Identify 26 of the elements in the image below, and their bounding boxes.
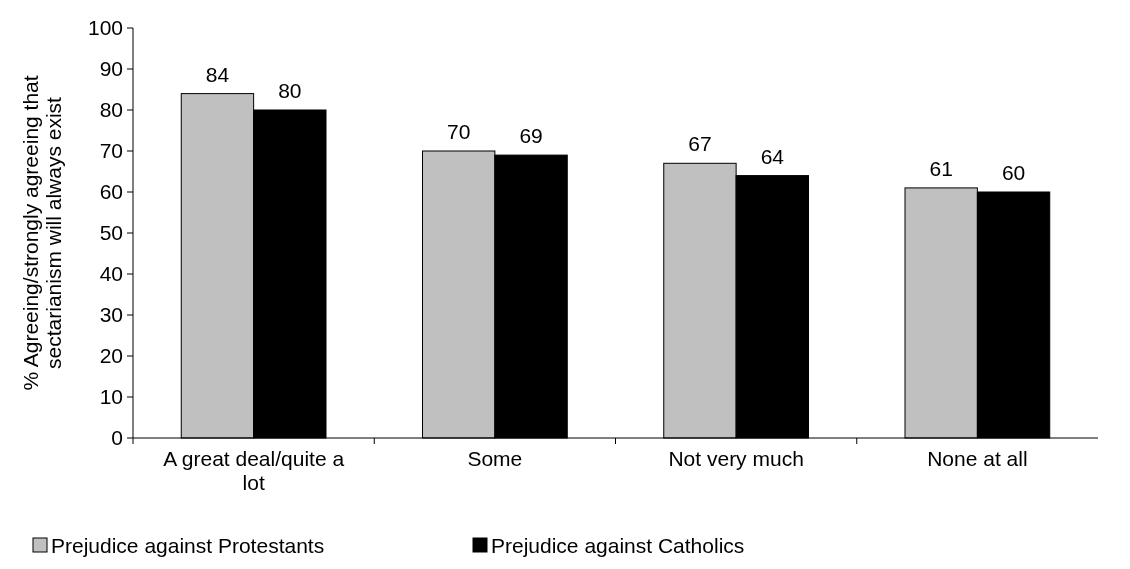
y-tick-label: 50 [99,221,123,245]
x-tick-label: None at all [927,447,1028,470]
y-tick-label: 0 [111,426,123,450]
data-label: 61 [929,156,953,180]
y-tick-label: 90 [99,57,123,81]
data-label: 60 [1001,161,1026,184]
y-tick-label: 60 [99,180,123,204]
y-tick-label: 40 [99,262,123,286]
data-label: 80 [278,79,302,102]
x-tick-label: Some [467,447,523,470]
y-tick-label: 80 [99,98,123,122]
data-label: 69 [519,124,543,148]
y-tick-label: 70 [99,139,123,163]
x-tick-label: Not very much [668,447,804,470]
data-label: 64 [760,144,785,168]
y-tick-label: 10 [99,385,123,409]
legend-label: Prejudice against Protestants [51,534,325,558]
y-tick-label: 30 [99,303,123,327]
x-tick-label: A great deal/quite a lot [163,447,345,494]
data-label: 67 [688,132,712,156]
y-tick-label: 100 [87,16,123,40]
legend-label: Prejudice against Catholics [491,534,745,558]
y-tick-label: 20 [99,344,123,368]
y-axis-title: % Agreeing/strongly agreeing that sectarianism will always exist [19,75,65,391]
data-label: 84 [205,62,230,86]
data-label: 70 [447,120,471,143]
